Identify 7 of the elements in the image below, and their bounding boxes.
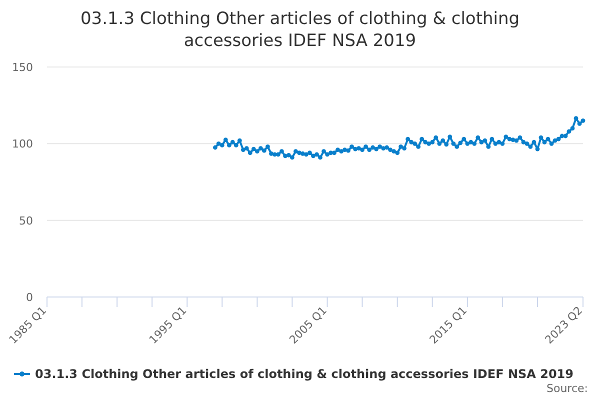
chart-title: 03.1.3 Clothing Other articles of clothing & clothing accessories IDEF NSA 2019 — [80, 9, 520, 51]
source-note: Source: — [546, 382, 588, 395]
y-tick-label: 100 — [12, 138, 33, 151]
y-tick-label: 150 — [12, 61, 33, 74]
y-tick-label: 0 — [26, 291, 33, 304]
legend-label: 03.1.3 Clothing Other articles of clothing & clothing accessories IDEF NSA 2019 — [35, 367, 574, 381]
y-tick-label: 50 — [19, 214, 33, 228]
